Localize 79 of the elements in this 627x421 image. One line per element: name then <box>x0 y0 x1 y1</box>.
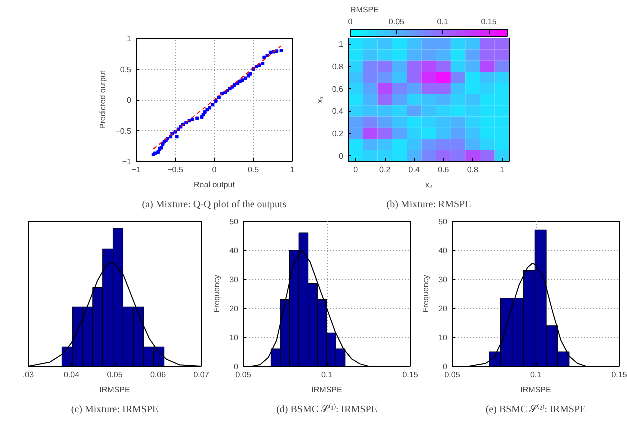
color-bar-label: 0.05 <box>388 18 406 26</box>
color-bar-title: RMSPE <box>350 6 379 14</box>
y-tick-label: 10 <box>230 334 240 342</box>
y-axis-title: Predicted output <box>98 70 108 130</box>
point <box>208 106 212 110</box>
x-tick-label: 0.1 <box>321 370 334 380</box>
point <box>206 108 210 112</box>
point <box>203 110 207 114</box>
point <box>261 62 265 66</box>
x-tick-label: 0.1 <box>530 370 542 380</box>
point <box>244 76 248 80</box>
y-tick-label: 0.6 <box>332 84 344 94</box>
y-tick-label: 0 <box>443 362 448 372</box>
point <box>214 99 218 103</box>
x-axis-title: Real output <box>194 180 236 190</box>
point <box>217 96 221 100</box>
y-tick-label: 0 <box>234 362 240 372</box>
x-tick-label: 0 <box>212 166 218 174</box>
x-tick-label: 0.04 <box>64 370 80 380</box>
y-tick-label: 0 <box>339 152 344 161</box>
x-tick-label: 0.06 <box>150 370 167 380</box>
y-tick-label: 0 <box>127 96 132 105</box>
x-axis-title: IRMSPE <box>100 386 130 394</box>
y-axis-title: Frequency <box>422 275 431 313</box>
x-tick-label: 0 <box>354 166 359 174</box>
point <box>211 103 215 107</box>
point <box>268 50 272 54</box>
y-tick-label: 40 <box>438 246 448 256</box>
x-tick-label: 1 <box>290 166 296 174</box>
x-tick-label: .03 <box>22 370 35 380</box>
y-tick-label: 50 <box>438 218 448 226</box>
x-tick-label: 0.05 <box>107 370 124 380</box>
x-tick-label: 0.4 <box>408 166 420 174</box>
y-tick-label: 30 <box>230 276 240 284</box>
y-tick-label: 0.4 <box>332 107 344 116</box>
point <box>156 150 160 154</box>
x-tick-label: 0.5 <box>248 166 260 174</box>
y-tick-label: 0.2 <box>332 130 344 139</box>
y-tick-label: 1 <box>127 34 132 44</box>
point <box>233 83 237 87</box>
x-axis-title: IRMSPE <box>312 386 342 394</box>
color-bar-label: 0 <box>348 18 354 26</box>
y-axis-title: Frequency <box>212 275 222 313</box>
x-tick-label: 0.05 <box>444 370 461 380</box>
x-tick-label: 0.15 <box>402 370 419 380</box>
x-tick-label: 0.8 <box>467 166 480 174</box>
text: (b) Mixture: RMSPE <box>386 200 472 210</box>
x-axis-title: IRMSPE <box>520 386 552 394</box>
point <box>262 56 266 60</box>
y-axis-title: x₁ <box>315 96 324 104</box>
point <box>196 116 200 120</box>
y-tick-label: −0.5 <box>116 126 132 136</box>
x-tick-label: 0.05 <box>236 370 252 380</box>
y-tick-label: 1 <box>339 40 344 50</box>
point <box>190 118 194 122</box>
point <box>280 49 284 53</box>
text: (d) BSMC 𝒮⁽¹⁾: IRMSPE <box>276 404 378 416</box>
x-tick-label: −0.5 <box>168 166 184 174</box>
color-bar-label: 0.15 <box>481 18 498 26</box>
y-tick-label: 20 <box>438 304 448 314</box>
y-tick-label: 20 <box>230 304 240 314</box>
text: (e) BSMC 𝒮⁽²⁾: IRMSPE <box>486 404 586 416</box>
x-tick-label: 0.2 <box>380 166 392 174</box>
y-tick-label: 0.8 <box>332 62 344 72</box>
y-tick-label: 40 <box>230 246 240 256</box>
y-tick-label: 30 <box>438 276 448 284</box>
y-tick-label: −1 <box>122 158 132 166</box>
point <box>175 135 179 139</box>
text: (a) Mixture: Q-Q plot of the outputs <box>142 200 287 210</box>
color-bar-label: 0.1 <box>437 18 449 26</box>
x-tick-label: 1 <box>500 166 505 174</box>
y-tick-label: 50 <box>230 218 240 226</box>
point <box>240 78 244 82</box>
x-tick-label: 0.15 <box>612 370 627 380</box>
x-axis-title: x₂ <box>425 180 433 190</box>
y-tick-label: 10 <box>438 334 448 342</box>
x-tick-label: 0.07 <box>194 370 210 380</box>
text: (c) Mixture: IRMSPE <box>71 404 159 416</box>
y-tick-label: 0.5 <box>120 65 132 74</box>
